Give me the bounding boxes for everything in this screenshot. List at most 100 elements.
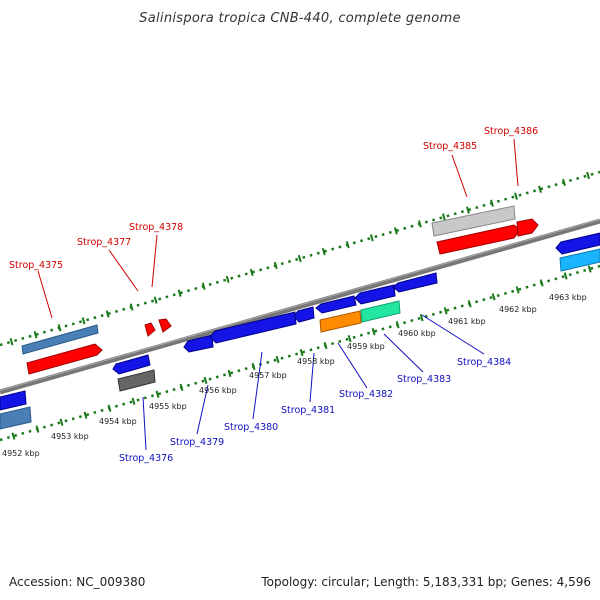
major-tick bbox=[491, 293, 496, 301]
major-tick bbox=[417, 220, 422, 228]
kbp-label: 4962 kbp bbox=[499, 305, 537, 314]
kbp-label: 4963 kbp bbox=[549, 293, 587, 302]
major-tick bbox=[251, 362, 256, 371]
major-tick bbox=[11, 432, 16, 440]
major-tick bbox=[441, 213, 446, 221]
major-tick bbox=[321, 247, 326, 256]
gene-strop-4375[interactable] bbox=[21, 324, 99, 355]
label-strop-4378[interactable]: Strop_4378 bbox=[129, 222, 183, 233]
gene-strop-4376[interactable] bbox=[112, 354, 151, 375]
major-tick bbox=[393, 227, 398, 235]
topology-text: Topology: circular; Length: 5,183,331 bp… bbox=[260, 575, 591, 589]
reverse-leader-lines bbox=[142, 314, 485, 451]
gene-strop-4375b[interactable] bbox=[26, 343, 103, 375]
major-tick bbox=[443, 307, 448, 315]
major-tick bbox=[275, 355, 280, 364]
major-tick bbox=[323, 341, 328, 350]
map-title: Salinispora tropica CNB-440, complete ge… bbox=[139, 11, 461, 26]
kbp-label: 4954 kbp bbox=[99, 417, 137, 426]
gene-strop-4377[interactable] bbox=[144, 322, 156, 337]
major-tick bbox=[273, 261, 278, 270]
major-tick bbox=[107, 404, 112, 412]
kbp-label: 4952 kbp bbox=[2, 449, 40, 458]
kbp-label: 4961 kbp bbox=[448, 317, 486, 326]
label-strop-4385[interactable]: Strop_4385 bbox=[423, 141, 477, 152]
gene-track bbox=[0, 205, 600, 430]
major-tick bbox=[587, 265, 592, 273]
major-tick bbox=[369, 234, 374, 242]
label-strop-4384[interactable]: Strop_4384 bbox=[457, 357, 511, 368]
gene-strop-4378[interactable] bbox=[158, 318, 172, 333]
major-tick bbox=[515, 286, 520, 294]
major-tick bbox=[466, 206, 470, 214]
major-tick bbox=[227, 369, 232, 378]
gene-strop-4381[interactable] bbox=[293, 306, 315, 323]
major-tick bbox=[129, 303, 134, 311]
major-tick bbox=[347, 334, 352, 343]
gene-strop-4384[interactable] bbox=[392, 272, 438, 293]
accession-text: Accession: NC_009380 bbox=[9, 575, 145, 589]
major-tick bbox=[563, 272, 568, 280]
kbp-label: 4956 kbp bbox=[199, 386, 237, 395]
major-tick bbox=[538, 185, 542, 193]
gene-left-edge[interactable] bbox=[0, 390, 27, 411]
major-tick bbox=[153, 296, 158, 304]
genome-backbone bbox=[0, 218, 600, 395]
label-strop-4377[interactable]: Strop_4377 bbox=[77, 237, 131, 248]
label-strop-4386[interactable]: Strop_4386 bbox=[484, 126, 538, 137]
label-strop-4383[interactable]: Strop_4383 bbox=[397, 374, 451, 385]
outer-major-ticks bbox=[9, 171, 590, 346]
major-tick bbox=[345, 241, 350, 249]
major-tick bbox=[490, 199, 494, 207]
major-tick bbox=[83, 411, 88, 419]
gene-left-edge-b[interactable] bbox=[0, 406, 32, 430]
major-tick bbox=[33, 331, 38, 339]
gene-strop-4376b[interactable] bbox=[117, 369, 156, 392]
kbp-label: 4958 kbp bbox=[297, 357, 335, 366]
major-tick bbox=[586, 171, 590, 180]
gene-strop-4385[interactable] bbox=[431, 205, 516, 237]
major-tick bbox=[249, 268, 254, 277]
major-tick bbox=[562, 178, 566, 187]
gene-strop-4385b[interactable] bbox=[436, 224, 521, 255]
major-tick bbox=[467, 300, 472, 308]
major-tick bbox=[539, 279, 544, 287]
label-strop-4379[interactable]: Strop_4379 bbox=[170, 437, 224, 448]
gene-strop-4383[interactable] bbox=[354, 284, 396, 305]
major-tick bbox=[35, 425, 40, 433]
major-tick bbox=[371, 328, 376, 336]
gene-strop-4386[interactable] bbox=[516, 218, 539, 237]
gene-strop-4382[interactable] bbox=[315, 295, 357, 314]
gene-strop-4383b[interactable] bbox=[360, 300, 401, 323]
label-strop-4381[interactable]: Strop_4381 bbox=[281, 405, 335, 416]
gene-strop-4382b[interactable] bbox=[319, 310, 362, 333]
major-tick bbox=[419, 314, 424, 322]
label-strop-4375[interactable]: Strop_4375 bbox=[9, 260, 63, 271]
major-tick bbox=[57, 324, 62, 332]
major-tick bbox=[59, 418, 64, 426]
major-tick bbox=[201, 282, 206, 290]
gene-strop-4380[interactable] bbox=[209, 311, 297, 344]
major-tick bbox=[299, 348, 304, 357]
major-tick bbox=[203, 376, 208, 385]
kbp-label: 4955 kbp bbox=[149, 402, 187, 411]
gene-right-edge[interactable] bbox=[555, 232, 600, 255]
label-strop-4382[interactable]: Strop_4382 bbox=[339, 389, 393, 400]
kbp-labels: 4952 kbp 4953 kbp 4954 kbp 4955 kbp 4956… bbox=[2, 293, 587, 458]
gene-right-edge-b[interactable] bbox=[559, 248, 600, 272]
major-tick bbox=[155, 390, 160, 398]
label-strop-4376[interactable]: Strop_4376 bbox=[119, 453, 173, 464]
major-tick bbox=[297, 254, 302, 263]
kbp-label: 4959 kbp bbox=[347, 342, 385, 351]
kbp-label: 4957 kbp bbox=[249, 371, 287, 380]
label-strop-4380[interactable]: Strop_4380 bbox=[224, 422, 278, 433]
major-tick bbox=[105, 310, 110, 318]
major-tick bbox=[514, 192, 518, 200]
gene-strop-4379[interactable] bbox=[183, 334, 214, 353]
major-tick bbox=[81, 317, 86, 325]
major-tick bbox=[131, 397, 136, 405]
major-tick bbox=[179, 383, 184, 391]
major-tick bbox=[177, 289, 182, 297]
major-tick bbox=[395, 321, 400, 329]
